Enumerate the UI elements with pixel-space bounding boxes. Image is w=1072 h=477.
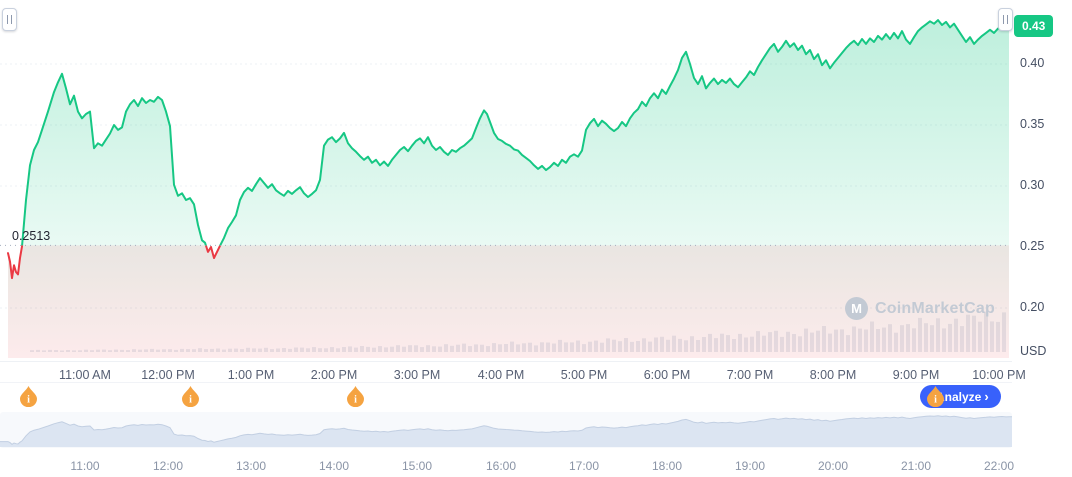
svg-text:i: i [189, 395, 192, 406]
navigator-time-label: 17:00 [568, 459, 600, 473]
navigator-time-label: 11:00 [70, 459, 100, 473]
info-marker-icon[interactable]: i [346, 386, 364, 408]
price-axis-label: 0.35 [1020, 117, 1045, 131]
svg-text:i: i [354, 395, 357, 406]
navigator-time-label: 18:00 [651, 459, 683, 473]
navigator-line [0, 415, 1012, 446]
time-axis-label: 3:00 PM [393, 368, 441, 382]
navigator-time-label: 15:00 [401, 459, 433, 473]
time-axis-label: 6:00 PM [643, 368, 691, 382]
info-marker-icon[interactable]: i [19, 386, 37, 408]
price-axis-label: 0.20 [1020, 300, 1045, 314]
time-axis-label: 9:00 PM [892, 368, 940, 382]
navigator-time-label: 13:00 [235, 459, 267, 473]
time-axis-label: 8:00 PM [809, 368, 857, 382]
navigator-time-label: 20:00 [817, 459, 849, 473]
time-axis-label: 1:00 PM [227, 368, 275, 382]
chevron-right-icon: › [984, 389, 989, 404]
navigator-time-label: 21:00 [900, 459, 932, 473]
time-axis-label: 2:00 PM [310, 368, 358, 382]
price-axis-label: USD [1020, 344, 1047, 358]
price-area [8, 20, 1009, 358]
info-marker-icon[interactable]: i [181, 386, 199, 408]
analyze-button-label: Analyze [936, 389, 982, 404]
price-area-down [8, 245, 1009, 358]
navigator-right-handle[interactable] [998, 8, 1013, 31]
time-axis-label: 11:00 AM [59, 368, 111, 382]
navigator-left-handle[interactable] [2, 8, 17, 31]
coinmarketcap-watermark: M CoinMarketCap [845, 297, 995, 320]
watermark-text: CoinMarketCap [875, 299, 995, 317]
time-axis-label: 7:00 PM [726, 368, 774, 382]
current-price-badge: 0.43 [1014, 15, 1054, 38]
time-axis-label: 4:00 PM [477, 368, 525, 382]
previous-close-label: 0.2513 [12, 229, 51, 244]
svg-text:i: i [934, 395, 937, 406]
coinmarketcap-logo-icon: M [845, 297, 868, 320]
price-axis-label: 0.30 [1020, 178, 1045, 192]
navigator-area [0, 415, 1012, 447]
price-line-up [21, 19, 1010, 246]
navigator-time-label: 12:00 [152, 459, 184, 473]
navigator-time-label: 16:00 [485, 459, 517, 473]
price-chart-svg[interactable] [0, 0, 1012, 362]
price-axis-label: 0.25 [1020, 239, 1045, 253]
annotations-divider [0, 382, 1012, 383]
svg-text:i: i [27, 395, 30, 406]
price-axis-label: 0.40 [1020, 56, 1045, 70]
navigator-time-label: 22:00 [983, 459, 1015, 473]
info-marker-icon[interactable]: i [926, 386, 944, 408]
navigator-time-label: 19:00 [734, 459, 766, 473]
range-navigator[interactable] [0, 412, 1012, 448]
navigator-time-label: 14:00 [318, 459, 350, 473]
time-axis-label: 5:00 PM [560, 368, 608, 382]
navigator-chart-svg [0, 412, 1012, 448]
time-axis-label: 12:00 PM [141, 368, 195, 382]
time-axis-label: 10:00 PM [972, 368, 1026, 382]
